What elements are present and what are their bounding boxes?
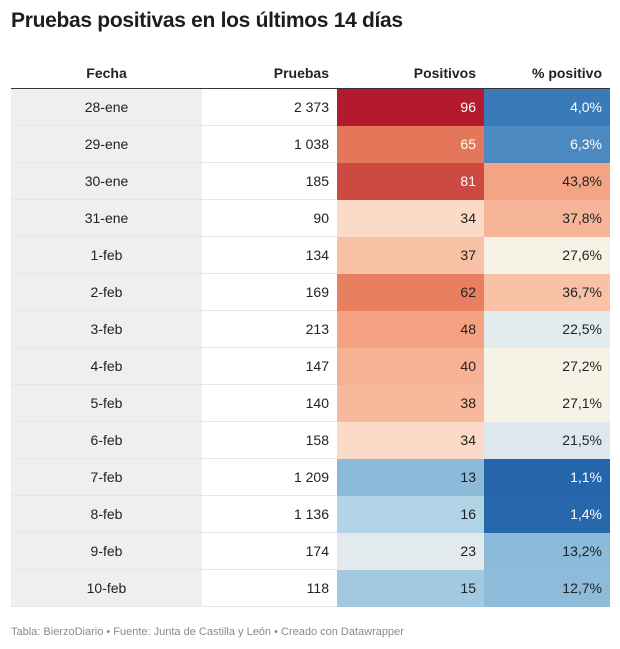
date-cell: 4-feb (11, 347, 202, 385)
date-cell: 1-feb (11, 236, 202, 274)
header-row: Fecha Pruebas Positivos % positivo (11, 58, 610, 89)
pct-positivo-cell: 43,8% (484, 162, 610, 200)
table-row: 9-feb 174 23 13,2% (11, 532, 610, 570)
column-header-pct-positivo[interactable]: % positivo (484, 58, 610, 89)
positivos-cell: 34 (337, 421, 484, 459)
pct-positivo-cell: 1,1% (484, 458, 610, 496)
positivos-cell: 81 (337, 162, 484, 200)
positivos-cell: 40 (337, 347, 484, 385)
positivos-cell: 38 (337, 384, 484, 422)
table-row: 29-ene 1 038 65 6,3% (11, 125, 610, 163)
pct-positivo-cell: 12,7% (484, 569, 610, 607)
pct-positivo-cell: 13,2% (484, 532, 610, 570)
chart-title: Pruebas positivas en los últimos 14 días (11, 9, 403, 32)
table-row: 4-feb 147 40 27,2% (11, 347, 610, 385)
pruebas-cell: 118 (202, 569, 337, 607)
pct-positivo-cell: 27,1% (484, 384, 610, 422)
table-row: 5-feb 140 38 27,1% (11, 384, 610, 422)
pruebas-cell: 185 (202, 162, 337, 200)
column-header-positivos[interactable]: Positivos (337, 58, 484, 89)
pruebas-cell: 158 (202, 421, 337, 459)
column-header-pruebas[interactable]: Pruebas (202, 58, 337, 89)
date-cell: 10-feb (11, 569, 202, 607)
pct-positivo-cell: 21,5% (484, 421, 610, 459)
date-cell: 31-ene (11, 199, 202, 237)
pct-positivo-cell: 36,7% (484, 273, 610, 311)
date-cell: 8-feb (11, 495, 202, 533)
pruebas-cell: 213 (202, 310, 337, 348)
pct-positivo-cell: 22,5% (484, 310, 610, 348)
table-row: 8-feb 1 136 16 1,4% (11, 495, 610, 533)
pruebas-cell: 147 (202, 347, 337, 385)
data-table: Fecha Pruebas Positivos % positivo 28-en… (11, 58, 610, 607)
date-cell: 28-ene (11, 88, 202, 126)
date-cell: 3-feb (11, 310, 202, 348)
source-footer: Tabla: BierzoDiario • Fuente: Junta de C… (11, 626, 404, 638)
positivos-cell: 16 (337, 495, 484, 533)
table-body: 28-ene 2 373 96 4,0% 29-ene 1 038 65 6,3% 30-ene… (11, 88, 610, 607)
pruebas-cell: 134 (202, 236, 337, 274)
date-cell: 6-feb (11, 421, 202, 459)
pct-positivo-cell: 27,2% (484, 347, 610, 385)
date-cell: 9-feb (11, 532, 202, 570)
positivos-cell: 37 (337, 236, 484, 274)
pruebas-cell: 1 038 (202, 125, 337, 163)
positivos-cell: 48 (337, 310, 484, 348)
pruebas-cell: 169 (202, 273, 337, 311)
date-cell: 7-feb (11, 458, 202, 496)
positivos-cell: 62 (337, 273, 484, 311)
positivos-cell: 23 (337, 532, 484, 570)
pruebas-cell: 90 (202, 199, 337, 237)
pct-positivo-cell: 4,0% (484, 88, 610, 126)
date-cell: 29-ene (11, 125, 202, 163)
pct-positivo-cell: 27,6% (484, 236, 610, 274)
table-row: 1-feb 134 37 27,6% (11, 236, 610, 274)
column-header-fecha[interactable]: Fecha (11, 58, 202, 89)
table-row: 10-feb 118 15 12,7% (11, 569, 610, 607)
pct-positivo-cell: 6,3% (484, 125, 610, 163)
pruebas-cell: 1 209 (202, 458, 337, 496)
pct-positivo-cell: 1,4% (484, 495, 610, 533)
table-row: 2-feb 169 62 36,7% (11, 273, 610, 311)
positivos-cell: 34 (337, 199, 484, 237)
table-row: 7-feb 1 209 13 1,1% (11, 458, 610, 496)
table-row: 31-ene 90 34 37,8% (11, 199, 610, 237)
pruebas-cell: 140 (202, 384, 337, 422)
table-row: 6-feb 158 34 21,5% (11, 421, 610, 459)
table-row: 28-ene 2 373 96 4,0% (11, 88, 610, 126)
date-cell: 2-feb (11, 273, 202, 311)
date-cell: 30-ene (11, 162, 202, 200)
positivos-cell: 15 (337, 569, 484, 607)
date-cell: 5-feb (11, 384, 202, 422)
positivos-cell: 65 (337, 125, 484, 163)
pruebas-cell: 1 136 (202, 495, 337, 533)
table-row: 3-feb 213 48 22,5% (11, 310, 610, 348)
positivos-cell: 13 (337, 458, 484, 496)
pruebas-cell: 174 (202, 532, 337, 570)
positivos-cell: 96 (337, 88, 484, 126)
pct-positivo-cell: 37,8% (484, 199, 610, 237)
pruebas-cell: 2 373 (202, 88, 337, 126)
table-row: 30-ene 185 81 43,8% (11, 162, 610, 200)
